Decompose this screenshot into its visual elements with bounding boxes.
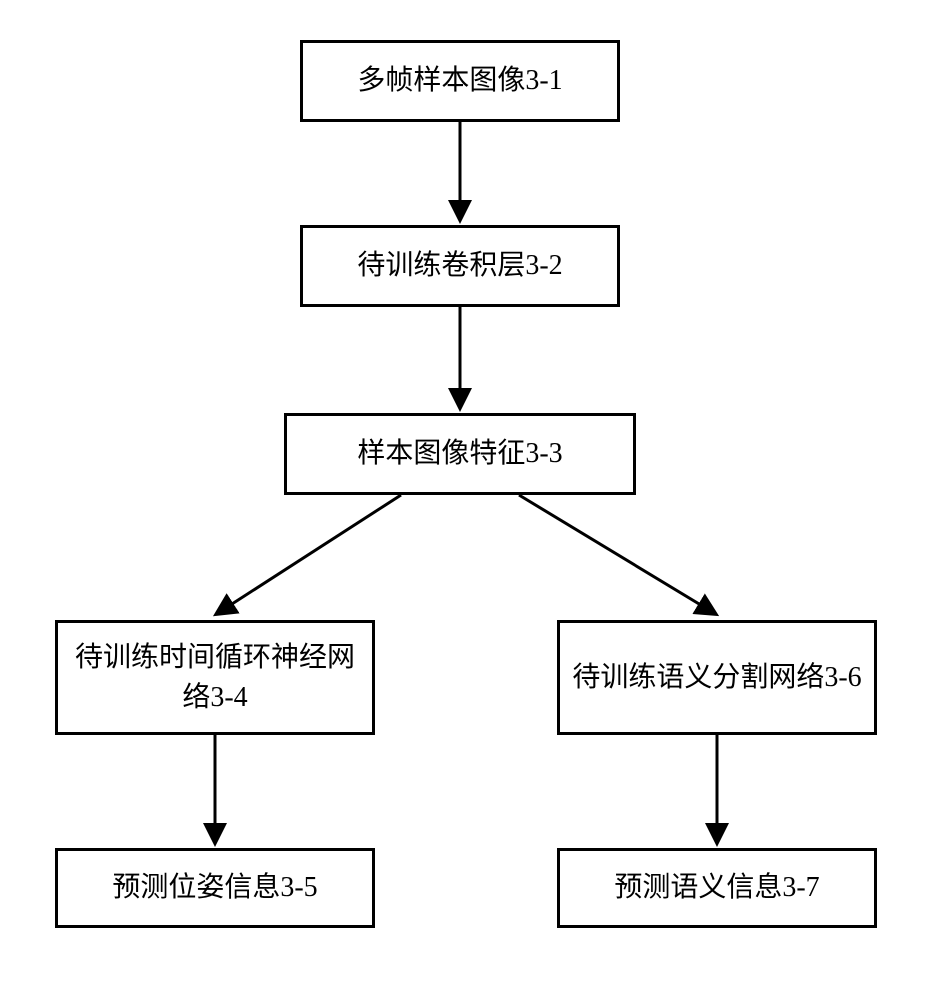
edge-n6-n7 <box>0 0 930 1000</box>
